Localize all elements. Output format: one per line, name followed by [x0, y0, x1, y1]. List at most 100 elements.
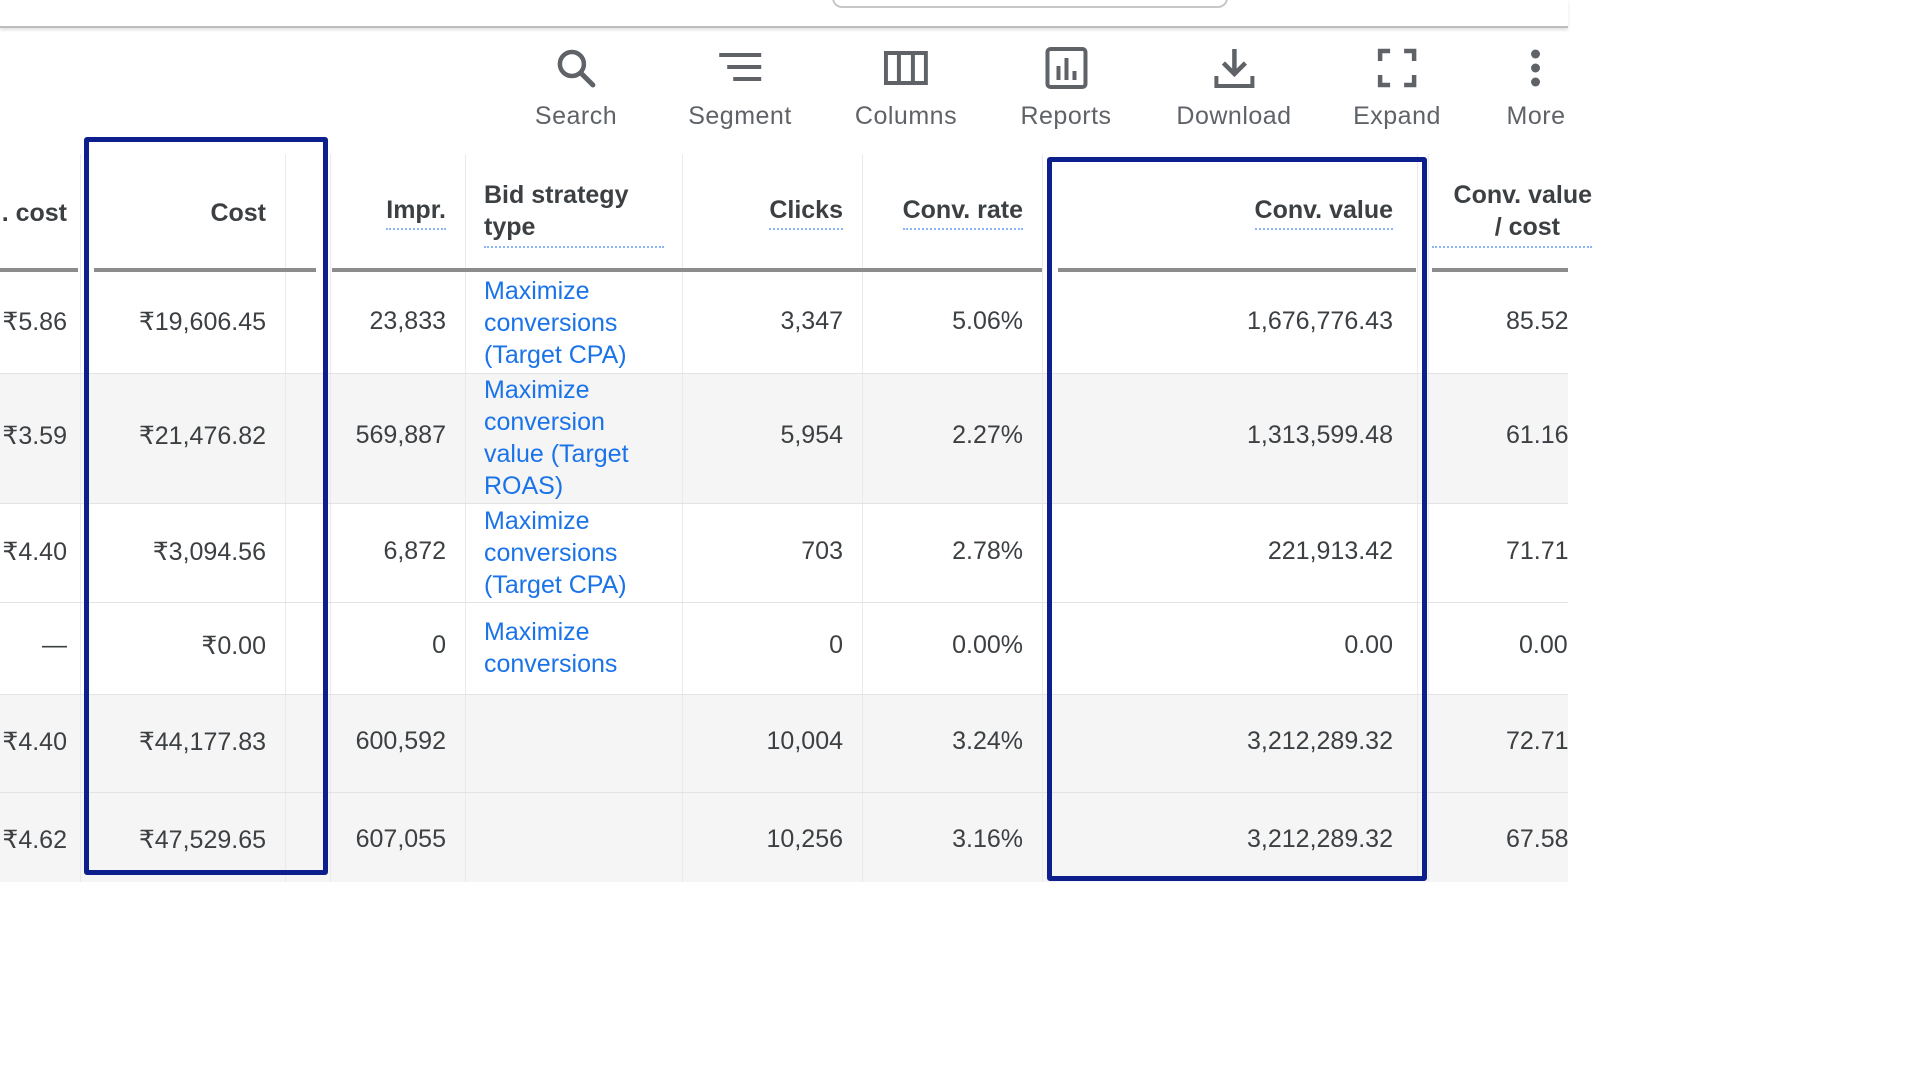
- header-divider: [0, 268, 78, 272]
- segment-button[interactable]: Segment: [688, 44, 792, 144]
- expand-button[interactable]: Expand: [1353, 44, 1441, 144]
- bid-strategy-link[interactable]: Maximize conversions: [484, 616, 617, 680]
- header-clicks-label: Clicks: [769, 196, 843, 230]
- header-divider: [1058, 268, 1416, 272]
- bid-strategy-line: (Target CPA): [484, 571, 627, 599]
- cell-avg-cost: ₹5.86: [2, 308, 67, 336]
- search-icon: [552, 44, 600, 92]
- header-conv-rate-label: Conv. rate: [902, 196, 1023, 230]
- segment-label: Segment: [688, 102, 792, 130]
- header-avg-cost-label: . cost: [1, 198, 67, 227]
- header-impr-label: Impr.: [386, 196, 446, 230]
- header-conv-value-cost-line2: / cost: [1494, 212, 1560, 241]
- row-divider: [0, 503, 1568, 504]
- bid-strategy-line: conversions: [484, 650, 618, 678]
- cell-conv-rate: 3.24%: [952, 727, 1023, 755]
- cell-conv-rate: 3.16%: [952, 825, 1023, 853]
- cell-conv-value-cost: 71.71: [1506, 537, 1569, 565]
- columns-button[interactable]: Columns: [855, 44, 957, 144]
- bid-strategy-line: ROAS): [484, 472, 564, 500]
- more-button[interactable]: More: [1507, 44, 1566, 144]
- column-divider: [1042, 154, 1043, 882]
- expand-label: Expand: [1353, 102, 1441, 130]
- download-button[interactable]: Download: [1176, 44, 1291, 144]
- row-divider: [0, 792, 1568, 793]
- cell-cost: ₹21,476.82: [138, 422, 266, 450]
- columns-label: Columns: [854, 102, 958, 130]
- header-divider: [1432, 268, 1568, 272]
- header-cost-label: Cost: [210, 198, 266, 227]
- bid-strategy-link[interactable]: Maximize conversion value (Target ROAS): [484, 374, 629, 502]
- cell-clicks: 3,347: [780, 307, 843, 335]
- cell-clicks: 0: [829, 631, 843, 659]
- search-button[interactable]: Search: [535, 44, 617, 144]
- column-divider: [465, 154, 466, 882]
- bid-strategy-line: Maximize: [484, 618, 590, 646]
- search-label: Search: [534, 102, 618, 130]
- header-divider: [94, 268, 316, 272]
- header-conv-value-label: Conv. value: [1254, 196, 1393, 230]
- column-divider: [862, 154, 863, 882]
- header-conv-rate[interactable]: Conv. rate: [880, 154, 1023, 272]
- cell-conv-rate: 2.27%: [952, 421, 1023, 449]
- cell-impr: 607,055: [355, 825, 446, 853]
- bid-strategy-line: conversions: [484, 539, 618, 567]
- cell-clicks: 703: [801, 537, 843, 565]
- cell-conv-value-cost: 72.71: [1506, 727, 1569, 755]
- cell-conv-value: 1,313,599.48: [1247, 421, 1393, 449]
- top-search-field[interactable]: [832, 0, 1228, 8]
- cell-cost: ₹0.00: [201, 632, 266, 660]
- header-clicks[interactable]: Clicks: [700, 154, 843, 272]
- row-divider: [0, 602, 1568, 603]
- cell-clicks: 5,954: [780, 421, 843, 449]
- cell-impr: 600,592: [355, 727, 446, 755]
- bid-strategy-line: Maximize: [484, 277, 590, 305]
- bid-strategy-link[interactable]: Maximize conversions (Target CPA): [484, 275, 627, 371]
- header-impr[interactable]: Impr.: [340, 154, 446, 272]
- cost-column-highlight: [84, 137, 328, 875]
- top-bar: [0, 0, 1568, 28]
- cell-conv-value: 0.00: [1344, 631, 1393, 659]
- more-vert-icon: [1512, 44, 1560, 92]
- row-divider: [0, 694, 1568, 695]
- cell-conv-value-cost: 0.00: [1519, 631, 1568, 659]
- column-divider: [330, 154, 331, 882]
- cell-impr: 569,887: [355, 421, 446, 449]
- column-divider: [1417, 154, 1418, 882]
- column-divider: [285, 154, 286, 882]
- header-conv-value-cost-line1: Conv. value: [1453, 180, 1592, 209]
- expand-icon: [1373, 44, 1421, 92]
- row-bg: [0, 694, 1568, 882]
- cell-conv-value: 3,212,289.32: [1247, 825, 1393, 853]
- row-divider: [0, 373, 1568, 374]
- reports-button[interactable]: Reports: [1020, 44, 1111, 144]
- header-bid-strategy[interactable]: Bid strategy type: [484, 154, 664, 272]
- segment-icon: [716, 44, 764, 92]
- cell-impr: 6,872: [383, 537, 446, 565]
- header-cost[interactable]: Cost: [100, 154, 266, 272]
- cell-cost: ₹44,177.83: [138, 728, 266, 756]
- cell-conv-rate: 0.00%: [952, 631, 1023, 659]
- header-bid-strategy-line2: type: [484, 212, 536, 241]
- cell-conv-value: 3,212,289.32: [1247, 727, 1393, 755]
- reports-label: Reports: [1020, 102, 1112, 130]
- reports-icon: [1042, 44, 1090, 92]
- cell-avg-cost: ₹4.40: [2, 538, 67, 566]
- column-divider: [1428, 154, 1429, 882]
- cell-clicks: 10,004: [766, 727, 843, 755]
- columns-icon: [882, 44, 930, 92]
- cell-clicks: 10,256: [766, 825, 843, 853]
- cell-avg-cost: ₹4.40: [2, 728, 67, 756]
- header-conv-value[interactable]: Conv. value: [1070, 154, 1393, 272]
- bid-strategy-line: conversions: [484, 309, 618, 337]
- bid-strategy-line: Maximize: [484, 507, 590, 535]
- cell-avg-cost: ₹3.59: [2, 422, 67, 450]
- column-divider: [682, 154, 683, 882]
- cell-conv-value: 1,676,776.43: [1247, 307, 1393, 335]
- row-bg: [0, 374, 1568, 504]
- bid-strategy-link[interactable]: Maximize conversions (Target CPA): [484, 505, 627, 601]
- header-conv-value-cost[interactable]: Conv. value / cost: [1432, 154, 1592, 272]
- cell-conv-rate: 2.78%: [952, 537, 1023, 565]
- header-avg-cost[interactable]: . cost: [0, 154, 67, 272]
- cell-conv-value-cost: 61.16: [1506, 421, 1569, 449]
